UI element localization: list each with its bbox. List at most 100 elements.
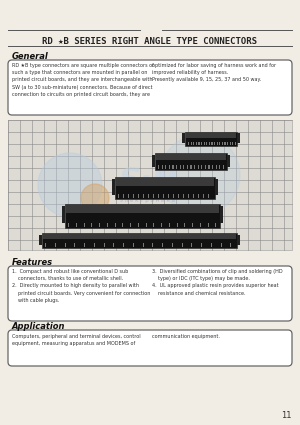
Bar: [183, 165, 184, 169]
Bar: [227, 155, 230, 167]
Bar: [153, 223, 154, 227]
Bar: [115, 177, 215, 199]
Bar: [208, 194, 209, 198]
Bar: [76, 223, 77, 227]
Text: RD ★B SERIES RIGHT ANGLE TYPE CONNECTORS: RD ★B SERIES RIGHT ANGLE TYPE CONNECTORS: [43, 37, 257, 46]
Text: Features: Features: [12, 258, 53, 267]
Text: General: General: [12, 52, 49, 61]
Bar: [173, 194, 174, 198]
Bar: [205, 165, 206, 169]
Bar: [43, 234, 236, 239]
Bar: [123, 194, 124, 198]
Bar: [182, 243, 183, 247]
Bar: [169, 223, 170, 227]
Bar: [237, 235, 240, 245]
Bar: [190, 165, 192, 169]
Text: communication equipment.: communication equipment.: [152, 334, 220, 339]
Bar: [165, 165, 166, 169]
Bar: [208, 223, 209, 227]
Bar: [163, 194, 164, 198]
Bar: [185, 132, 237, 146]
Bar: [99, 223, 100, 227]
Bar: [196, 142, 197, 145]
Bar: [180, 165, 181, 169]
Bar: [8, 120, 292, 250]
Bar: [209, 142, 210, 145]
Bar: [220, 207, 223, 223]
Bar: [223, 165, 224, 169]
Bar: [130, 223, 131, 227]
Bar: [186, 133, 236, 138]
Bar: [142, 243, 144, 247]
Bar: [133, 243, 134, 247]
Bar: [216, 165, 217, 169]
Bar: [115, 223, 116, 227]
Bar: [146, 223, 147, 227]
Circle shape: [81, 184, 109, 212]
Bar: [161, 223, 162, 227]
Bar: [224, 142, 226, 145]
Bar: [219, 165, 220, 169]
Bar: [172, 243, 173, 247]
Text: 11: 11: [281, 411, 292, 420]
Circle shape: [38, 153, 102, 217]
Bar: [211, 243, 212, 247]
Bar: [198, 165, 199, 169]
Bar: [112, 179, 115, 195]
Bar: [212, 165, 213, 169]
Bar: [215, 223, 217, 227]
Text: э л е к т р о н и к а: э л е к т р о н и к а: [121, 198, 176, 202]
Bar: [103, 243, 105, 247]
Bar: [208, 165, 210, 169]
Bar: [237, 133, 240, 143]
FancyBboxPatch shape: [8, 266, 292, 321]
Bar: [184, 223, 185, 227]
Bar: [203, 194, 204, 198]
Bar: [198, 142, 200, 145]
Bar: [206, 142, 207, 145]
Bar: [39, 235, 42, 245]
Bar: [42, 233, 237, 248]
Bar: [201, 142, 202, 145]
Bar: [94, 243, 95, 247]
Bar: [113, 243, 115, 247]
FancyBboxPatch shape: [8, 330, 292, 366]
Bar: [156, 154, 226, 160]
Bar: [194, 165, 195, 169]
Bar: [198, 194, 199, 198]
Bar: [230, 142, 231, 145]
Bar: [190, 142, 192, 145]
Bar: [182, 133, 185, 143]
Bar: [152, 155, 155, 167]
Bar: [227, 142, 228, 145]
Bar: [188, 194, 189, 198]
Bar: [84, 243, 85, 247]
Bar: [178, 194, 179, 198]
Bar: [153, 194, 154, 198]
Text: optimized for labor saving of harness work and for
improved reliability of harne: optimized for labor saving of harness wo…: [152, 63, 276, 82]
Bar: [55, 243, 56, 247]
Bar: [66, 205, 219, 213]
Bar: [91, 223, 92, 227]
Bar: [176, 223, 178, 227]
Bar: [232, 142, 233, 145]
Bar: [222, 142, 223, 145]
Bar: [64, 243, 66, 247]
Bar: [193, 194, 194, 198]
Bar: [230, 243, 232, 247]
Bar: [65, 204, 220, 228]
Bar: [187, 165, 188, 169]
Bar: [148, 194, 149, 198]
Bar: [62, 207, 65, 223]
Text: 3.  Diversified combinations of clip and soldering (HD
    type) or IDC (ITC typ: 3. Diversified combinations of clip and …: [152, 269, 283, 296]
Bar: [191, 243, 193, 247]
Bar: [128, 194, 129, 198]
FancyBboxPatch shape: [8, 60, 292, 115]
Bar: [201, 165, 202, 169]
Bar: [158, 194, 159, 198]
Bar: [212, 142, 213, 145]
Bar: [172, 165, 174, 169]
Bar: [193, 142, 194, 145]
Bar: [169, 165, 170, 169]
Text: S·N: S·N: [118, 165, 178, 195]
